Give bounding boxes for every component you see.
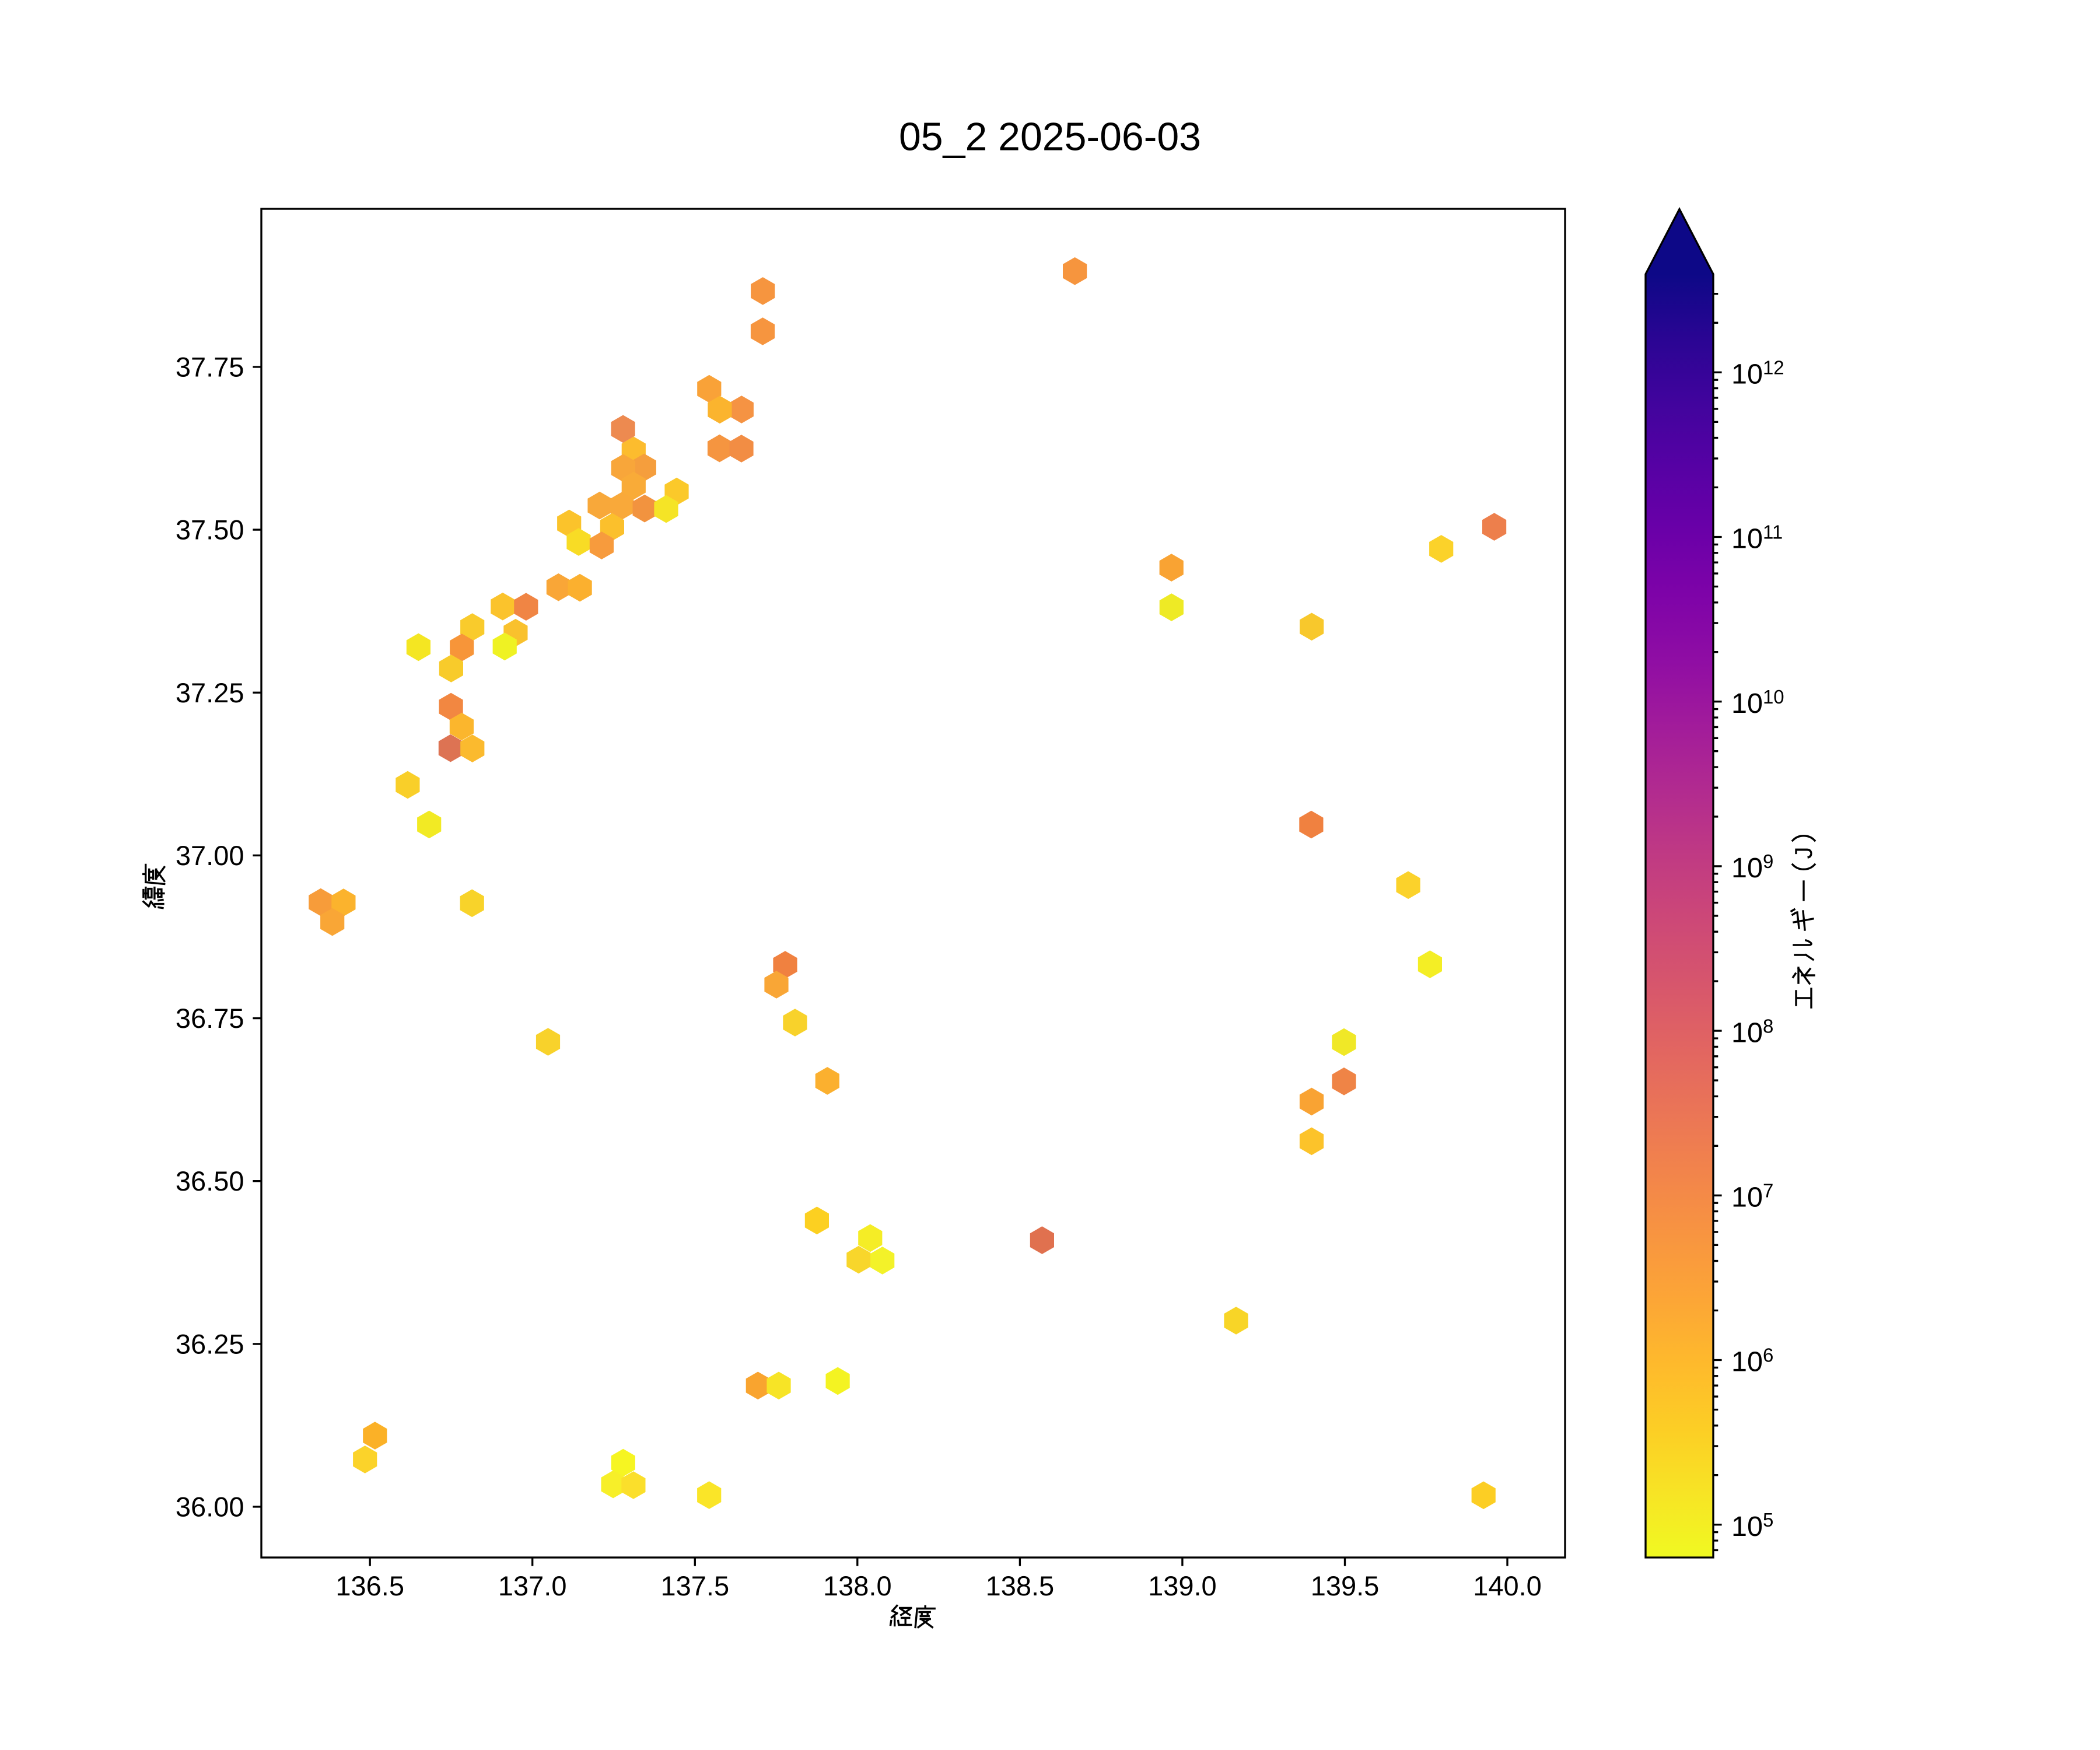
svg-text:36.25: 36.25: [176, 1328, 244, 1359]
svg-text:140.0: 140.0: [1473, 1570, 1542, 1601]
svg-text:36.00: 36.00: [176, 1492, 244, 1522]
svg-text:37.50: 37.50: [176, 514, 244, 545]
svg-text:37.00: 37.00: [176, 840, 244, 871]
svg-text:139.5: 139.5: [1311, 1570, 1380, 1601]
svg-text:36.75: 36.75: [176, 1003, 244, 1034]
svg-text:136.5: 136.5: [335, 1570, 404, 1601]
svg-text:37.75: 37.75: [176, 352, 244, 383]
svg-text:137.0: 137.0: [498, 1570, 567, 1601]
svg-text:36.50: 36.50: [176, 1166, 244, 1196]
svg-text:138.5: 138.5: [986, 1570, 1055, 1601]
svg-text:05_2 2025-06-03: 05_2 2025-06-03: [899, 115, 1201, 159]
svg-text:139.0: 139.0: [1148, 1570, 1217, 1601]
svg-text:138.0: 138.0: [823, 1570, 892, 1601]
svg-text:137.5: 137.5: [660, 1570, 729, 1601]
svg-text:J: J: [1790, 847, 1817, 859]
svg-text:37.25: 37.25: [176, 677, 244, 708]
